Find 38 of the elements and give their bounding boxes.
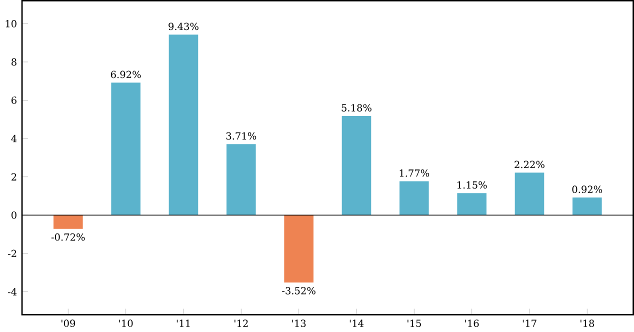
x-tick-label: '11 [176,320,190,328]
data-label: -0.72% [51,234,85,241]
x-tick-label: '17 [522,320,536,328]
bar [168,34,198,216]
y-tick-label: 6 [12,96,16,104]
data-label: 9.43% [168,22,198,30]
x-tick-label: '09 [62,320,76,328]
x-tick-label: '16 [465,320,479,328]
bar [400,181,429,216]
x-tick-label: '18 [580,320,594,328]
bar [54,215,83,230]
y-tick-label: 4 [11,135,17,142]
y-tick-label: -4 [8,288,17,296]
bar [284,215,314,283]
x-tick-label: '12 [234,320,248,328]
y-tick-label: 10 [6,20,16,28]
data-label: 0.92% [572,186,602,194]
y-tick-label: 8 [12,58,16,66]
bar [457,193,486,216]
bar [572,198,602,216]
y-tick-label: 0 [12,212,16,219]
data-label: 1.15% [457,181,487,189]
bar [514,172,544,216]
x-tick-label: '13 [292,320,306,328]
x-tick-label: '15 [408,320,421,328]
data-label: 1.77% [400,170,430,177]
data-label: -3.52% [282,287,316,295]
x-tick-label: '10 [119,320,133,328]
bar [342,116,372,216]
x-tick-label: '14 [350,320,364,328]
data-label: 2.22% [514,160,544,168]
data-label: 6.92% [110,70,141,78]
data-label: 3.71% [226,132,256,140]
data-label: 5.18% [342,104,372,112]
bar [226,144,256,216]
y-tick-label: -2 [8,250,16,258]
y-tick-label: 2 [12,173,16,181]
bar [111,82,140,216]
